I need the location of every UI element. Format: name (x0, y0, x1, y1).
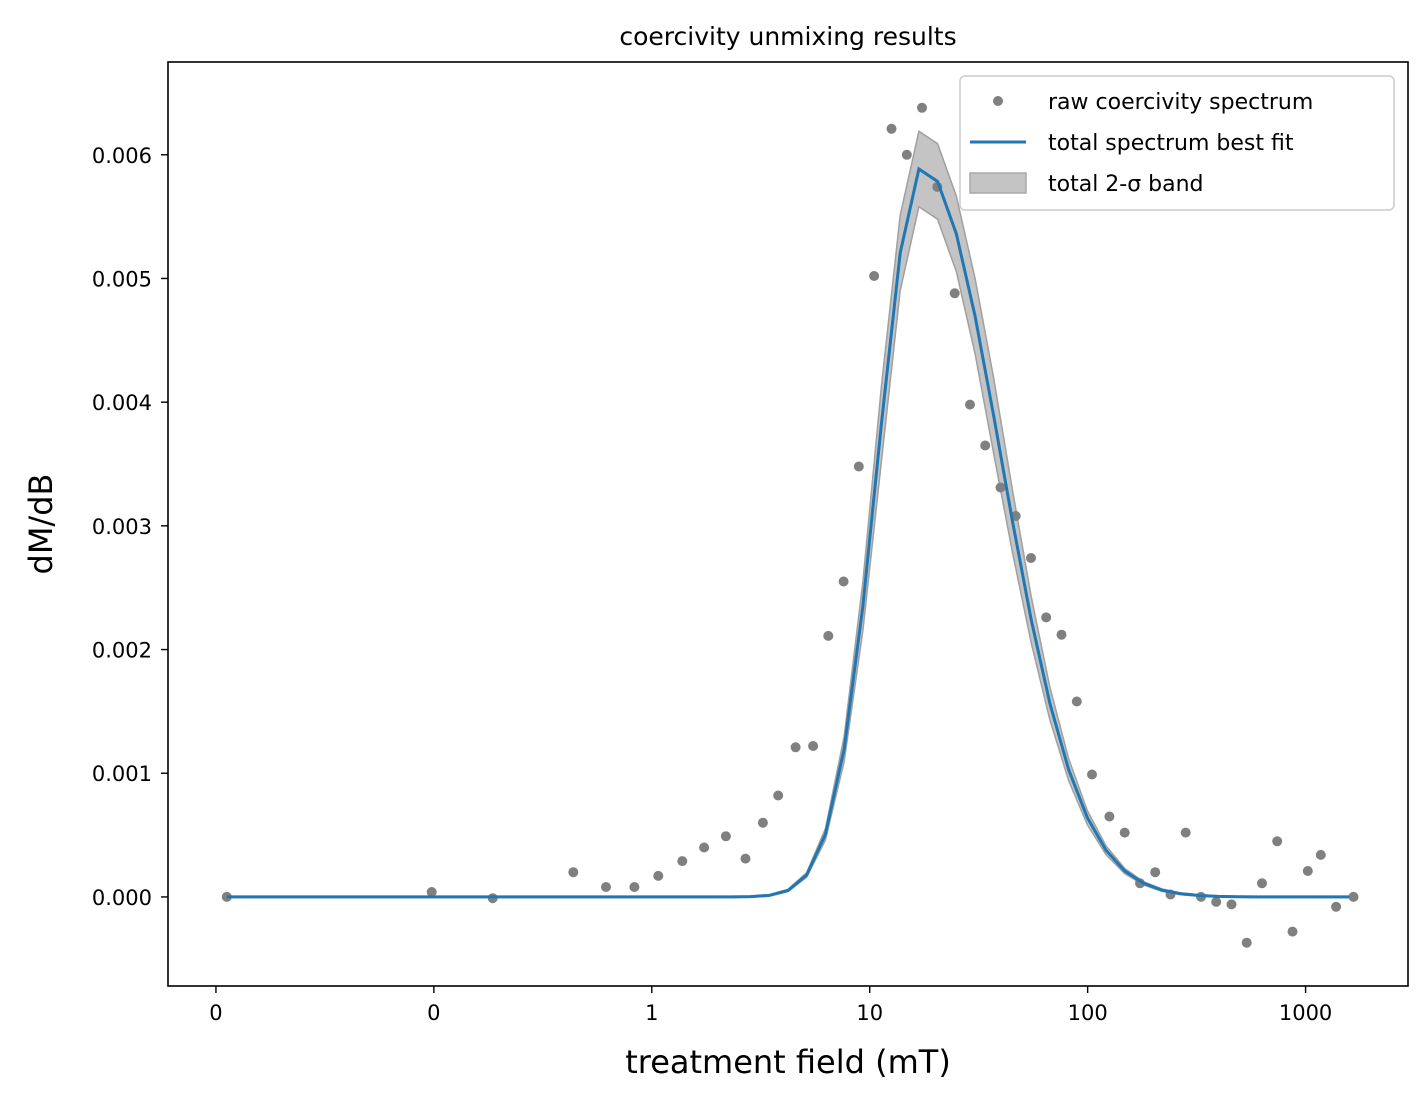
y-tick-label: 0.004 (92, 391, 152, 415)
data-point (1241, 937, 1252, 948)
data-point (901, 149, 912, 160)
data-point (1056, 629, 1067, 640)
data-point (1287, 926, 1298, 937)
legend-marker-points (993, 96, 1003, 106)
data-point (1087, 769, 1097, 780)
x-tick-label: 10 (856, 1001, 883, 1025)
x-tick-label: 0 (427, 1001, 440, 1025)
data-point (995, 482, 1006, 493)
data-point (1026, 553, 1036, 563)
data-point (1257, 878, 1267, 889)
fit-line-path (226, 166, 1350, 899)
data-point (426, 887, 437, 897)
legend-label-band: total 2-σ band (1048, 172, 1204, 197)
data-point (720, 831, 731, 842)
data-point (568, 867, 579, 878)
uncertainty-band (226, 129, 1350, 899)
data-point (917, 102, 927, 113)
data-point (838, 576, 849, 587)
data-point (1211, 896, 1222, 907)
data-point (808, 741, 819, 751)
data-point (1331, 901, 1342, 912)
legend: raw coercivity spectrum total spectrum b… (959, 75, 1395, 211)
data-point (949, 288, 960, 299)
data-point (653, 870, 664, 881)
raw-spectrum-points (221, 102, 1359, 948)
x-axis-ticks: 0 0 1 10 100 1000 (209, 986, 1332, 1025)
x-tick-label: 100 (1068, 1001, 1108, 1025)
data-point (1180, 827, 1191, 838)
data-point (1315, 849, 1326, 860)
data-point (823, 630, 834, 641)
data-point (886, 123, 897, 134)
data-point (853, 461, 864, 472)
data-point (1272, 836, 1283, 847)
chart-title: coercivity unmixing results (619, 22, 956, 51)
legend-label-points: raw coercivity spectrum (1048, 90, 1313, 115)
data-point (790, 742, 801, 753)
best-fit-line (226, 166, 1350, 899)
data-point (980, 440, 991, 451)
x-tick-label: 1 (645, 1001, 658, 1025)
data-point (1348, 891, 1359, 902)
legend-label-line: total spectrum best fit (1048, 131, 1294, 156)
x-tick-label: 0 (209, 1001, 222, 1025)
x-axis-label: treatment field (mT) (625, 1043, 951, 1081)
data-point (601, 882, 611, 892)
band-area (226, 129, 1350, 899)
data-point (1119, 827, 1130, 838)
data-point (1150, 867, 1161, 878)
legend-box (959, 75, 1395, 211)
plot-frame (167, 61, 1409, 987)
data-point (699, 842, 710, 853)
data-point (1226, 899, 1237, 910)
y-tick-label: 0.002 (92, 639, 152, 663)
data-point (1041, 612, 1052, 623)
y-tick-label: 0.003 (92, 515, 152, 539)
legend-marker-band (969, 172, 1027, 194)
y-tick-label: 0.005 (92, 267, 152, 291)
data-point (869, 271, 880, 281)
y-tick-label: 0.001 (92, 762, 152, 786)
y-tick-label: 0.000 (92, 886, 152, 910)
data-point (757, 817, 768, 828)
data-point (629, 882, 640, 892)
x-tick-label: 1000 (1279, 1001, 1332, 1025)
data-point (677, 856, 688, 867)
data-point (1302, 866, 1313, 876)
y-axis-label: dM/dB (22, 474, 60, 575)
y-tick-label: 0.006 (92, 144, 152, 168)
data-point (740, 853, 751, 864)
data-point (773, 790, 784, 801)
data-point (1104, 811, 1115, 822)
data-point (965, 399, 975, 410)
data-point (1071, 696, 1082, 707)
y-axis-ticks: 0.000 0.001 0.002 0.003 0.004 0.005 0.006 (92, 144, 168, 910)
